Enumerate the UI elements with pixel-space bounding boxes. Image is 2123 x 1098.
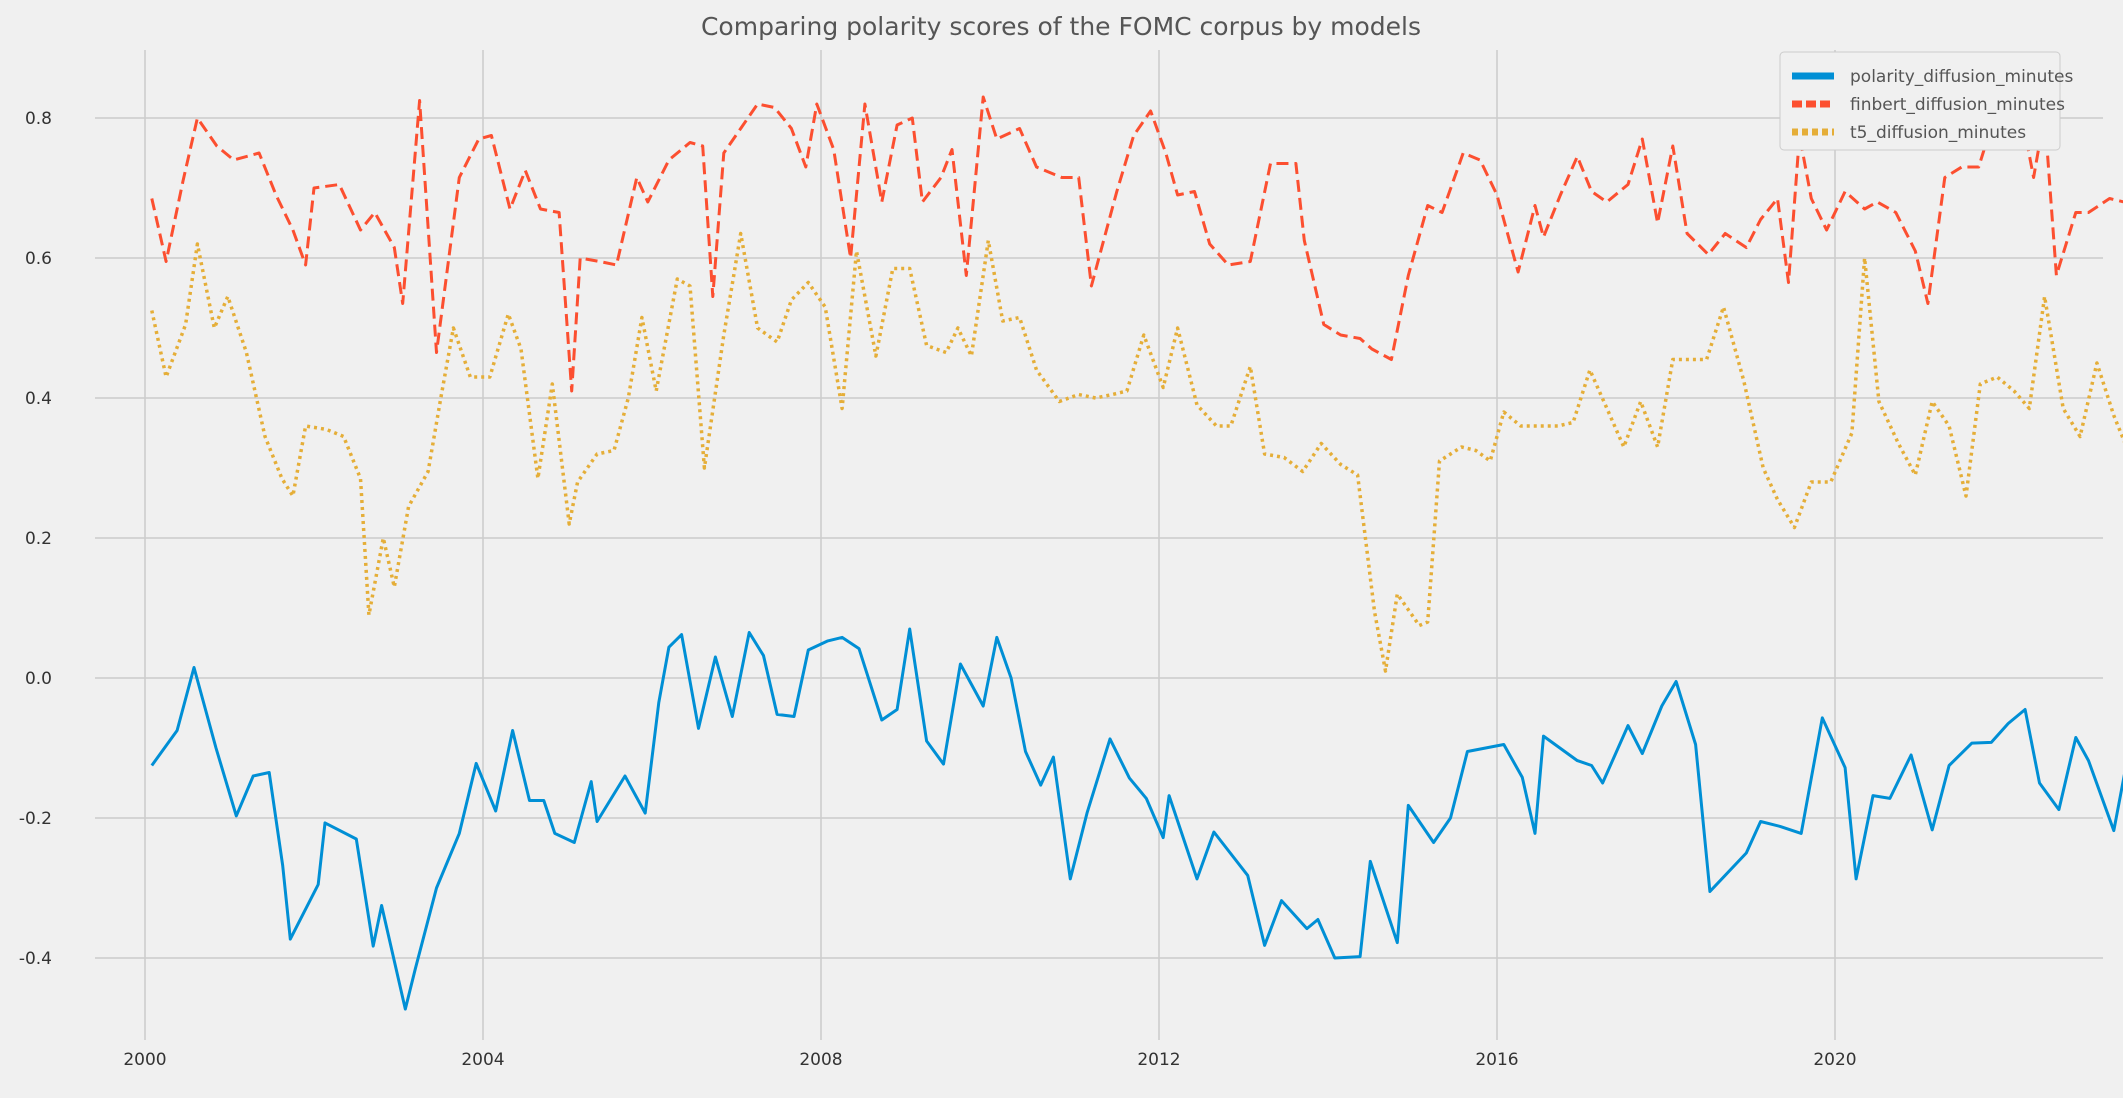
chart-title: Comparing polarity scores of the FOMC co… [701,12,1421,41]
series-line-t5_diffusion_minutes [150,231,2123,673]
x-tick-label: 2000 [123,1050,166,1070]
series-layer [150,95,2123,1011]
legend-label: finbert_diffusion_minutes [1850,95,2065,115]
legend: polarity_diffusion_minutes finbert_diffus… [1779,51,2073,151]
x-tick-label: 2012 [1137,1050,1180,1070]
tick-labels: -0.4 -0.2 0.0 0.2 0.4 0.6 0.8 2000 2004 2008 2012 2… [19,109,1857,1070]
y-tick-label: 0.8 [25,109,52,129]
y-tick-label: 0.0 [25,669,52,689]
y-tick-label: -0.4 [19,949,52,969]
legend-label: t5_diffusion_minutes [1850,123,2026,143]
x-tick-label: 2008 [799,1050,842,1070]
legend-box [1779,51,2061,151]
grid-lines [95,50,2103,1040]
series-line-polarity_diffusion_minutes [150,627,2123,1011]
y-tick-label: 0.2 [25,529,52,549]
x-tick-label: 2004 [461,1050,504,1070]
x-tick-label: 2016 [1475,1050,1518,1070]
y-tick-label: 0.6 [25,249,52,269]
y-tick-label: -0.2 [19,809,52,829]
legend-label: polarity_diffusion_minutes [1850,67,2073,87]
y-tick-label: 0.4 [25,389,52,409]
x-tick-label: 2020 [1813,1050,1856,1070]
